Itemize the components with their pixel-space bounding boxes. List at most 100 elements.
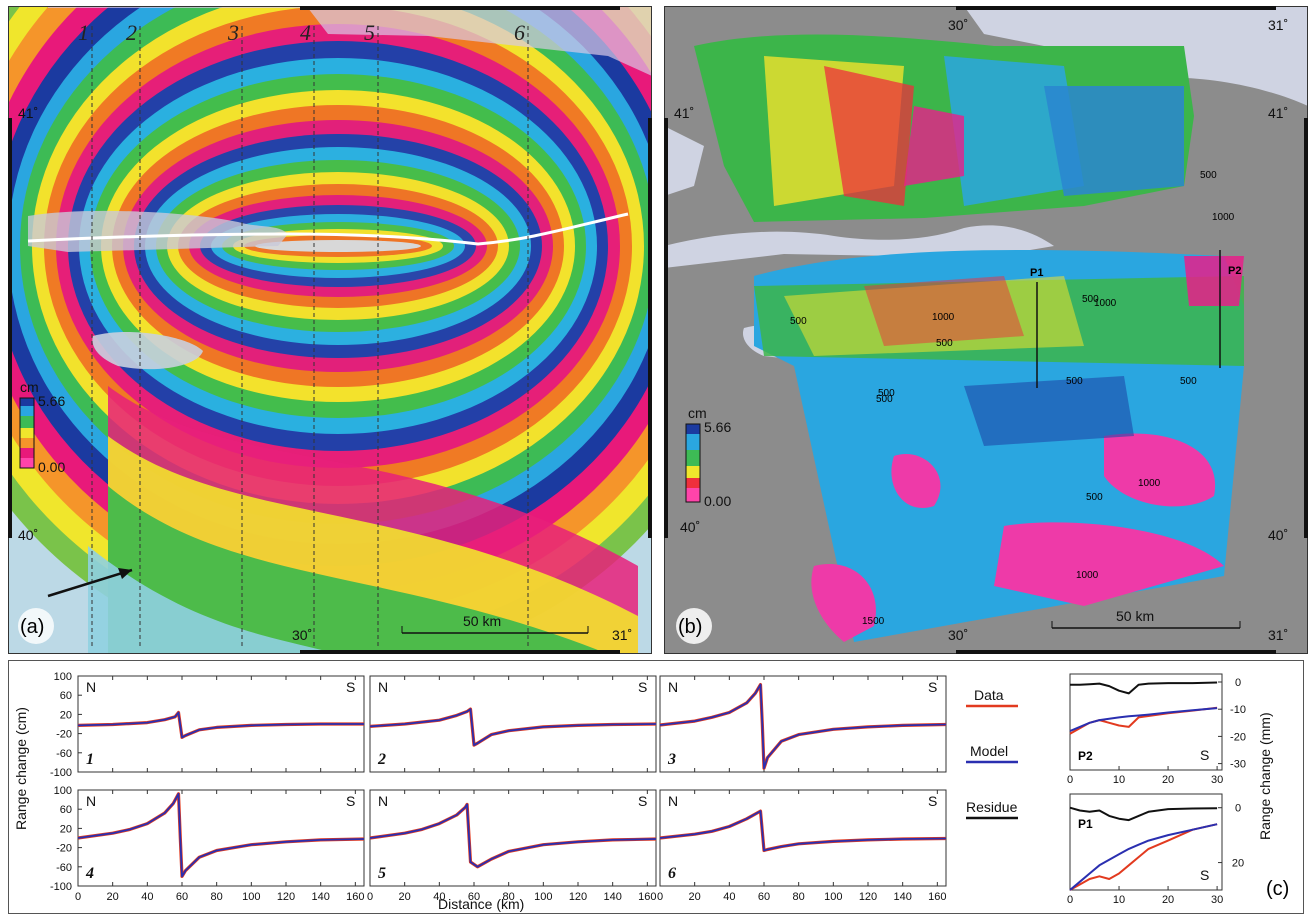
colorbar-b: cm 5.66 0.00 [685, 405, 731, 509]
x-tick-label: 20 [399, 891, 411, 903]
colorbar-a: cm 5.66 0.00 [19, 379, 65, 475]
right-tick-label: -10 [1230, 704, 1246, 716]
series-model-line [659, 810, 947, 852]
fault-trace [27, 212, 629, 246]
profile-plot-2: N S 2 [369, 675, 657, 773]
arrow-head-icon [118, 568, 132, 579]
series-model-line [369, 708, 657, 746]
scale-bar-label-a: 50 km [463, 613, 501, 629]
y-tick-label: -60 [56, 748, 72, 760]
colorbar-min: 0.00 [38, 459, 65, 475]
lon-b-30-top: 30˚ [948, 17, 968, 33]
end-label-north: N [668, 793, 678, 809]
x-tick-label: 0 [1067, 774, 1073, 786]
x-tick-label: 20 [1162, 774, 1174, 786]
y-tick-label: -100 [50, 881, 72, 893]
end-label-south: S [928, 793, 937, 809]
legend-data-label: Data [974, 687, 1004, 703]
series-model-line [1069, 823, 1218, 891]
x-axis-label: Distance (km) [438, 896, 524, 912]
south-fringe-green [108, 486, 608, 654]
x-tick-label: 30 [1211, 894, 1223, 906]
x-tick-label: 80 [503, 891, 515, 903]
lat-b-40-right: 40˚ [1268, 527, 1288, 543]
y-tick-label: 20 [60, 823, 72, 835]
satellite-direction-arrow [47, 568, 133, 598]
x-tick-label: 80 [211, 891, 223, 903]
lon-b-31-bottom: 31˚ [1268, 627, 1288, 643]
svg-text:500: 500 [1180, 376, 1197, 387]
end-label-south: S [346, 679, 355, 695]
end-label-north: N [378, 793, 388, 809]
svg-text:1500: 1500 [862, 616, 885, 627]
plot-number: 2 [377, 751, 386, 768]
colorbar-b-unit: cm [688, 405, 707, 421]
series-residue-line [1069, 806, 1218, 822]
colorbar-max: 5.66 [38, 393, 65, 409]
panel-a-interferogram: 1 2 3 4 5 6 cm 5.66 0.00 41˚ 40˚ 30˚ 31˚ 50 k… [8, 6, 652, 654]
x-tick-label: 0 [657, 891, 663, 903]
lake-iznik [92, 331, 203, 370]
x-tick-label: 120 [569, 891, 587, 903]
izmit-gulf [28, 210, 288, 252]
lon-b-31-top: 31˚ [1268, 17, 1288, 33]
x-tick-label: 60 [176, 891, 188, 903]
profile-plot-p1: 0 10 20 30 0 20 P1 S [1067, 793, 1244, 906]
profile-number-4: 4 [300, 20, 311, 45]
right-tick-label: -30 [1230, 759, 1246, 771]
svg-text:1000: 1000 [1076, 570, 1099, 581]
x-tick-label: 160 [346, 891, 364, 903]
x-tick-label: 160 [638, 891, 656, 903]
izmit-gulf-b [664, 225, 1054, 268]
x-tick-label: 60 [468, 891, 480, 903]
profile-number-3: 3 [227, 20, 239, 45]
panel-label-b: (b) [678, 616, 702, 638]
profile-number-5: 5 [364, 20, 375, 45]
profile-plot-label: P2 [1078, 749, 1093, 763]
colorbar-b-max: 5.66 [704, 419, 731, 435]
x-tick-label: 40 [141, 891, 153, 903]
svg-text:500: 500 [936, 338, 953, 349]
colorbar-b-min: 0.00 [704, 493, 731, 509]
plot-number: 4 [85, 865, 94, 882]
lat-label-40: 40˚ [18, 527, 38, 543]
colorbar-unit: cm [20, 379, 39, 395]
end-label-north: N [86, 793, 96, 809]
right-tick-label: 0 [1235, 677, 1241, 689]
x-tick-label: 160 [928, 891, 946, 903]
plot-number: 3 [667, 751, 676, 768]
panel-label-a: (a) [20, 616, 44, 638]
panel-a-map: 1 2 3 4 5 6 cm 5.66 0.00 41˚ 40˚ 30˚ 31˚ 50 k… [8, 6, 652, 654]
south-fringe-cyan [88, 546, 338, 654]
svg-text:1000: 1000 [932, 312, 955, 323]
legend: Data Model Residue [966, 687, 1018, 820]
series-model-line [77, 792, 365, 878]
profile-number-1: 1 [78, 20, 89, 45]
svg-text:500: 500 [790, 316, 807, 327]
end-label-south: S [638, 793, 647, 809]
lat-label-41: 41˚ [18, 105, 38, 121]
profile-plot-4: 100 60 20 -20 -60 -1000 20 40 60 80 100 120 140 160 N S… [50, 785, 365, 903]
y-tick-label: 60 [60, 690, 72, 702]
x-tick-label: 120 [859, 891, 877, 903]
right-tick-label: 0 [1235, 803, 1241, 815]
profile-plot-3: N S 3 [659, 675, 947, 773]
svg-text:1000: 1000 [1138, 478, 1161, 489]
plot-number: 1 [86, 751, 94, 768]
right-y-axis-label: Range change (mm) [1257, 712, 1273, 840]
series-model-line [659, 683, 947, 770]
profile-label-p1: P1 [1030, 267, 1043, 279]
y-tick-label: -20 [56, 729, 72, 741]
end-label-south: S [1200, 867, 1209, 883]
svg-text:1000: 1000 [1094, 298, 1117, 309]
end-label-south: S [1200, 747, 1209, 763]
y-tick-label: -20 [56, 843, 72, 855]
svg-text:500: 500 [876, 394, 893, 405]
x-tick-label: 20 [107, 891, 119, 903]
end-label-north: N [86, 679, 96, 695]
svg-text:500: 500 [878, 388, 895, 399]
lon-label-30: 30˚ [292, 627, 312, 643]
lon-label-31: 31˚ [612, 627, 632, 643]
x-tick-label: 80 [793, 891, 805, 903]
